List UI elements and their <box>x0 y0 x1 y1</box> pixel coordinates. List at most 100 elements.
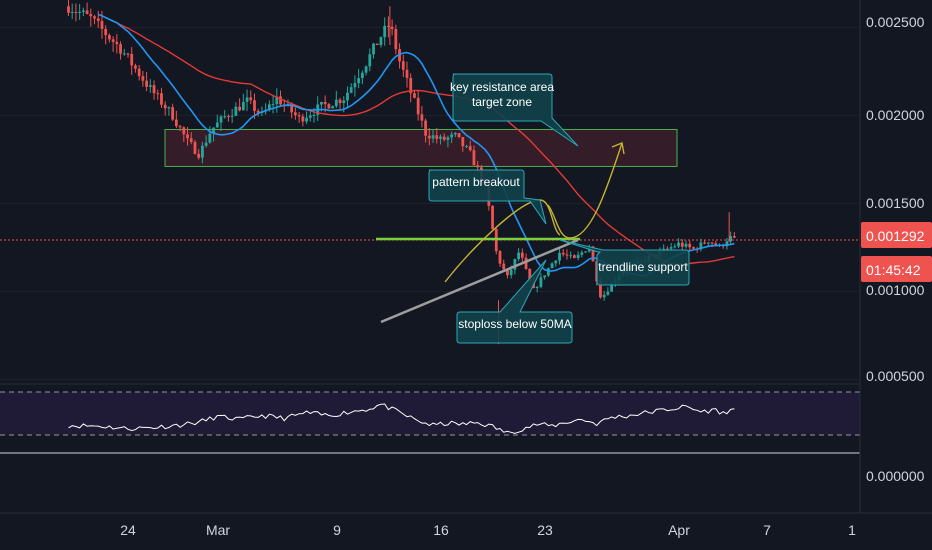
candle-body <box>238 106 241 111</box>
callout-resistance[interactable]: key resistance area target zone <box>450 73 579 147</box>
candle-body <box>390 26 394 30</box>
candle-body <box>666 248 669 250</box>
candle-body <box>189 138 193 142</box>
countdown-label: 01:45:42 <box>866 262 921 278</box>
candle-body <box>591 246 595 262</box>
time-axis[interactable]: 24 Mar 9 16 23 Apr 7 1 <box>0 512 932 538</box>
candle-body <box>561 252 565 255</box>
resistance-zone <box>164 128 678 167</box>
candle-body <box>550 263 554 269</box>
candle-body <box>513 259 517 270</box>
candle-body <box>230 115 234 117</box>
candle-body <box>357 78 361 84</box>
x-tick-3: 16 <box>433 522 449 538</box>
callout-trendline-text: trendline support <box>598 260 688 274</box>
candle-body <box>104 28 108 36</box>
candle-body <box>174 119 178 127</box>
price-axis[interactable]: 0.002500 0.002000 0.001500 0.001000 0.00… <box>859 0 932 513</box>
candle-body <box>171 107 175 120</box>
candle-body <box>569 255 573 257</box>
candle-body <box>732 236 736 238</box>
candle-body <box>729 236 733 242</box>
candle-body <box>141 76 145 81</box>
candle-body <box>461 137 465 147</box>
candle-body <box>137 68 141 77</box>
candle-body <box>342 100 346 104</box>
candle-body <box>677 242 680 247</box>
candle-body <box>308 115 312 118</box>
candle-body <box>152 85 156 94</box>
candle-body <box>684 243 688 247</box>
candle-body <box>96 18 100 21</box>
rsi-pane <box>0 383 860 454</box>
candle-body <box>558 252 561 261</box>
candle-body <box>111 39 115 42</box>
candle-body <box>394 29 398 50</box>
candle-body <box>453 133 457 135</box>
candle-body <box>472 150 476 166</box>
current-price-badge <box>861 222 932 248</box>
candle-body <box>148 85 152 87</box>
candle-body <box>167 107 171 109</box>
candle-body <box>163 104 167 109</box>
candle-body <box>338 99 342 104</box>
candle-body <box>580 252 584 255</box>
candle-body <box>70 12 74 14</box>
candle-body <box>297 115 301 117</box>
candle-body <box>349 87 353 93</box>
candle-body <box>606 291 610 295</box>
candle-body <box>334 99 338 107</box>
callout-stoploss[interactable]: stoploss below 50MA <box>456 259 573 344</box>
candle-body <box>680 242 684 247</box>
x-tick-1: Mar <box>206 522 230 538</box>
rising-trendline <box>380 238 579 324</box>
candle-body <box>267 104 271 110</box>
candle-body <box>204 142 208 146</box>
y-tick-0: 0.002500 <box>866 14 925 30</box>
candle-body <box>528 268 532 282</box>
grid <box>0 26 860 380</box>
candle-body <box>275 96 279 105</box>
candle-body <box>546 268 550 276</box>
candle-body <box>227 116 230 118</box>
candle-body <box>368 54 372 67</box>
candle-body <box>491 205 494 230</box>
candle-body <box>119 44 122 54</box>
projection-path <box>547 142 623 239</box>
candle-body <box>160 93 163 105</box>
callout-resistance-line1: key resistance area <box>450 80 554 94</box>
candle-body <box>710 242 714 244</box>
candle-body <box>208 133 212 143</box>
candle-body <box>427 135 431 139</box>
candle-body <box>439 136 442 139</box>
callout-stoploss-text: stoploss below 50MA <box>458 317 571 331</box>
candle-body <box>193 141 197 154</box>
candle-body <box>379 37 383 46</box>
candle-body <box>416 97 420 115</box>
candle-body <box>93 16 96 19</box>
candle-body <box>312 114 316 116</box>
candle-body <box>539 277 543 287</box>
candle-body <box>602 294 606 298</box>
y-tick-3: 0.001000 <box>866 282 925 298</box>
candle-body <box>279 96 282 105</box>
candle-body <box>223 116 227 118</box>
candle-body <box>360 72 364 79</box>
callout-breakout[interactable]: pattern breakout <box>428 169 547 225</box>
x-tick-0: 24 <box>120 522 136 538</box>
candle-body <box>435 135 439 139</box>
candle-body <box>241 101 245 111</box>
callout-trendline[interactable]: trendline support <box>559 239 690 286</box>
candle-body <box>201 145 204 158</box>
candle-body <box>89 13 93 17</box>
candle-body <box>327 104 331 109</box>
candle-body <box>134 65 137 69</box>
candle-body <box>703 242 706 244</box>
candle-body <box>145 80 148 87</box>
candle-body <box>576 254 580 258</box>
candle-body <box>387 25 390 27</box>
candle-body <box>725 241 729 247</box>
y-tick-2: 0.001500 <box>866 195 925 211</box>
candle-body <box>383 25 387 38</box>
